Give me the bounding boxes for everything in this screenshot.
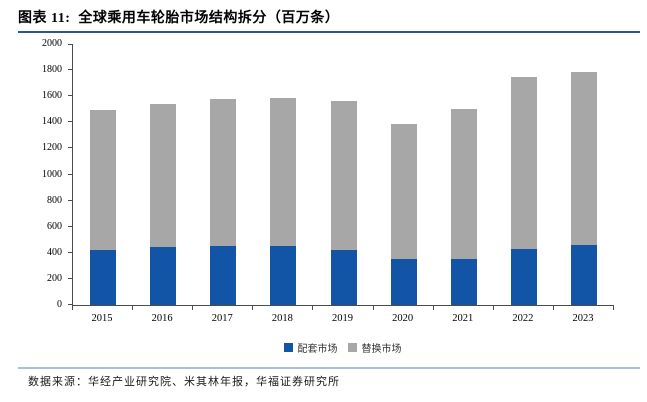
legend: 配套市场 替换市场 [72,340,613,355]
x-axis-label: 2018 [271,313,293,324]
bar-segment-replacement [450,108,477,259]
y-tick-label: 2000 [42,38,62,49]
bar-segment-replacement [270,97,297,247]
x-axis-label: 2017 [211,313,233,324]
y-tick-mark [68,147,72,149]
y-tick-label: 400 [47,246,62,258]
plot-area [72,44,614,306]
y-tick-mark [68,225,72,227]
y-tick-mark [68,304,72,305]
bar-segment-replacement [330,101,357,250]
y-axis: 0 200 400 600 800 1000 1200 1400 1600 1800 2000 [0,38,72,310]
bar-segment-oe [210,245,237,305]
figure-title: 图表 11: 全球乘用车轮胎市场结构拆分（百万条） [18,11,340,26]
x-tick-mark [192,306,194,310]
y-tick-mark [68,69,72,71]
x-tick-mark [72,306,73,310]
y-tick-label: 800 [47,194,62,206]
x-tick-mark [372,306,374,310]
y-tick-mark [68,199,72,201]
legend-swatch [347,342,357,352]
x-axis-label: 2016 [151,313,173,324]
bar-segment-oe [90,249,117,305]
legend-item: 替换市场 [347,340,402,355]
x-axis-label: 2020 [392,313,414,324]
legend-item: 配套市场 [283,340,338,355]
y-tick-label: 1600 [42,90,62,102]
y-tick-mark [68,95,72,97]
x-tick-mark [613,306,614,310]
x-tick-mark [132,306,134,310]
bar-segment-replacement [150,104,177,247]
x-tick-mark [552,306,554,310]
x-tick-mark [312,306,314,310]
bar-segment-replacement [510,76,537,249]
bar-segment-replacement [390,123,417,260]
legend-label: 配套市场 [297,343,338,355]
bar-segment-oe [570,244,597,305]
x-axis-label: 2021 [452,313,474,324]
source-text: 数据来源：华经产业研究院、米其林年报，华福证券研究所 [28,376,340,388]
y-tick-mark [68,277,72,279]
x-tick-mark [492,306,494,310]
y-tick-mark [68,173,72,175]
y-tick-label: 200 [47,272,62,284]
bar-segment-replacement [570,72,597,245]
footer-rule [18,367,640,369]
title-rule [18,31,640,33]
bar-segment-oe [390,259,417,305]
bar-segment-replacement [90,109,117,250]
bar-segment-replacement [210,98,237,246]
x-axis-label: 2022 [512,313,534,324]
bar-segment-oe [510,248,537,305]
bar-segment-oe [150,246,177,305]
legend-swatch [283,342,293,352]
legend-label: 替换市场 [361,343,402,355]
x-axis-label: 2015 [91,313,113,324]
bar-segment-oe [450,258,477,305]
y-tick-label: 0 [57,299,62,310]
y-tick-label: 1800 [42,64,62,76]
x-axis-label: 2019 [332,313,353,324]
y-tick-label: 1200 [42,142,62,154]
y-tick-mark [68,121,72,123]
x-tick-mark [252,306,254,310]
x-tick-mark [432,306,434,310]
y-tick-label: 1400 [42,116,62,128]
y-tick-mark [68,251,72,253]
x-axis: 2015 2016 2017 2018 2019 2020 2021 2022 2023 [72,305,614,331]
bar-segment-oe [330,249,357,305]
y-tick-mark [68,44,72,45]
y-tick-label: 600 [47,220,62,232]
y-tick-label: 1000 [42,168,62,180]
x-axis-label: 2023 [572,313,594,324]
bar-segment-oe [270,246,297,305]
